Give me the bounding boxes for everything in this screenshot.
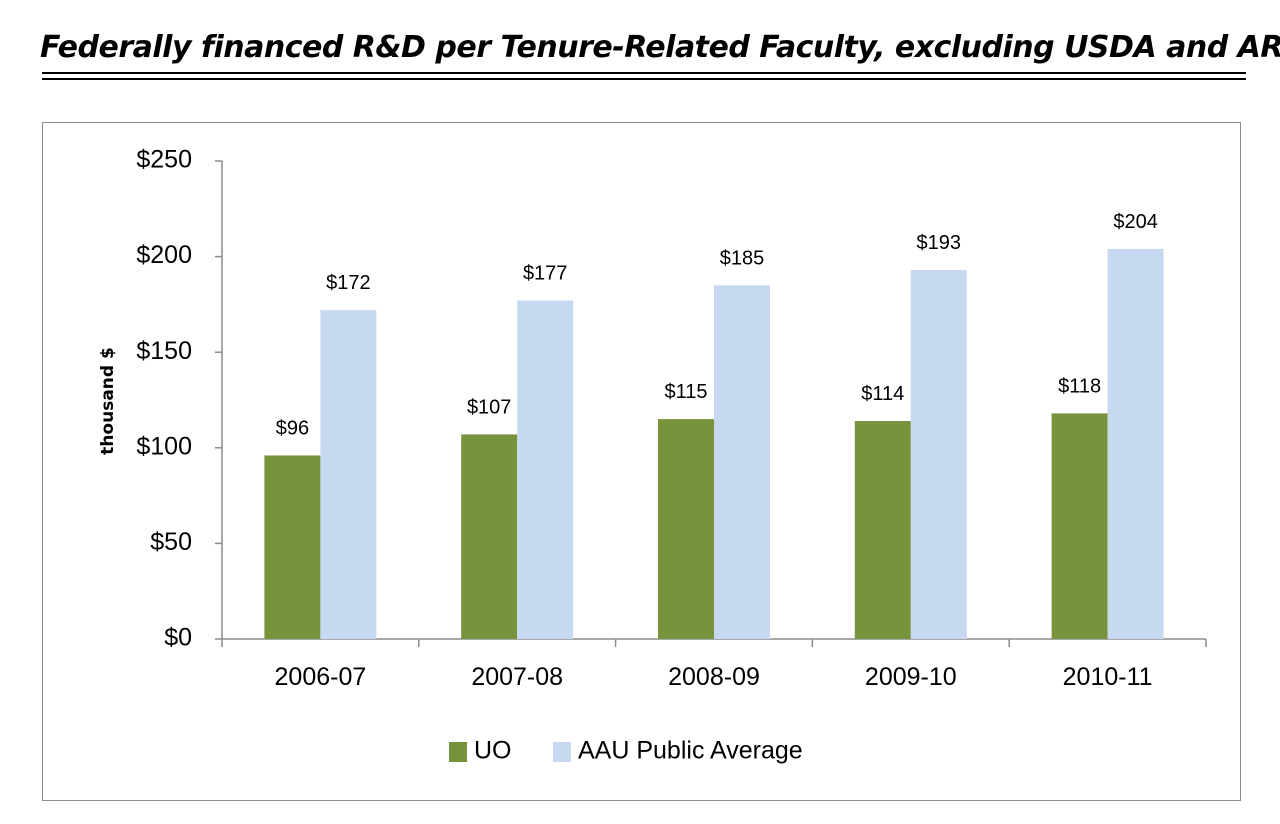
- bars: [264, 248, 1164, 639]
- data-label: $204: [1113, 211, 1158, 233]
- y-tick-label: $50: [150, 528, 192, 556]
- y-tick-label: $200: [136, 241, 192, 269]
- bar-aau-2007-08: [517, 300, 574, 639]
- legend-label: AAU Public Average: [578, 737, 803, 765]
- bar-aau-2006-07: [320, 310, 377, 639]
- chart-frame: [42, 122, 1241, 801]
- bar-uo-2006-07: [264, 455, 321, 639]
- y-tick-label: $250: [136, 146, 192, 174]
- bar-aau-2010-11: [1107, 248, 1164, 639]
- y-axis: $0 $50 $100 $150 $200 $250: [136, 146, 223, 652]
- y-tick-label: $0: [164, 624, 192, 652]
- y-axis-label: thousand $: [98, 347, 118, 455]
- bar-uo-2009-10: [854, 421, 911, 639]
- data-label: $185: [720, 247, 765, 269]
- data-label: $96: [276, 417, 309, 439]
- bar-uo-2008-09: [658, 419, 714, 639]
- data-label: $115: [664, 381, 707, 403]
- legend-swatch: [553, 742, 571, 762]
- x-axis: 2006-07 2007-08 2008-09 2009-10 2010-11: [221, 638, 1207, 691]
- x-tick-label: 2010-11: [1063, 663, 1153, 691]
- bar-aau-2008-09: [714, 285, 770, 639]
- chart-title: Federally financed R&D per Tenure-Relate…: [40, 30, 1280, 65]
- x-tick-label: 2007-08: [471, 663, 563, 691]
- bar-aau-2009-10: [910, 269, 967, 639]
- data-label: $177: [523, 263, 568, 285]
- x-tick-label: 2006-07: [275, 663, 367, 691]
- data-labels: $96 $107 $115 $114 $118 $172 $177 $185 $193 $204: [276, 211, 1158, 439]
- data-label: $172: [326, 272, 371, 294]
- data-label: $114: [861, 383, 904, 405]
- x-tick-label: 2008-09: [668, 663, 760, 691]
- legend: UO AAU Public Average: [449, 737, 803, 765]
- title-underline-second: [42, 78, 1246, 80]
- title-underline: [42, 72, 1246, 74]
- data-label: $107: [467, 396, 512, 418]
- y-tick-label: $150: [136, 337, 192, 365]
- bar-uo-2010-11: [1051, 413, 1108, 639]
- data-label: $118: [1058, 375, 1101, 397]
- legend-swatch: [449, 742, 467, 762]
- x-tick-label: 2009-10: [865, 663, 957, 691]
- legend-label: UO: [474, 737, 512, 765]
- bar-uo-2007-08: [461, 434, 518, 639]
- data-label: $193: [917, 232, 962, 254]
- y-tick-label: $100: [136, 432, 192, 460]
